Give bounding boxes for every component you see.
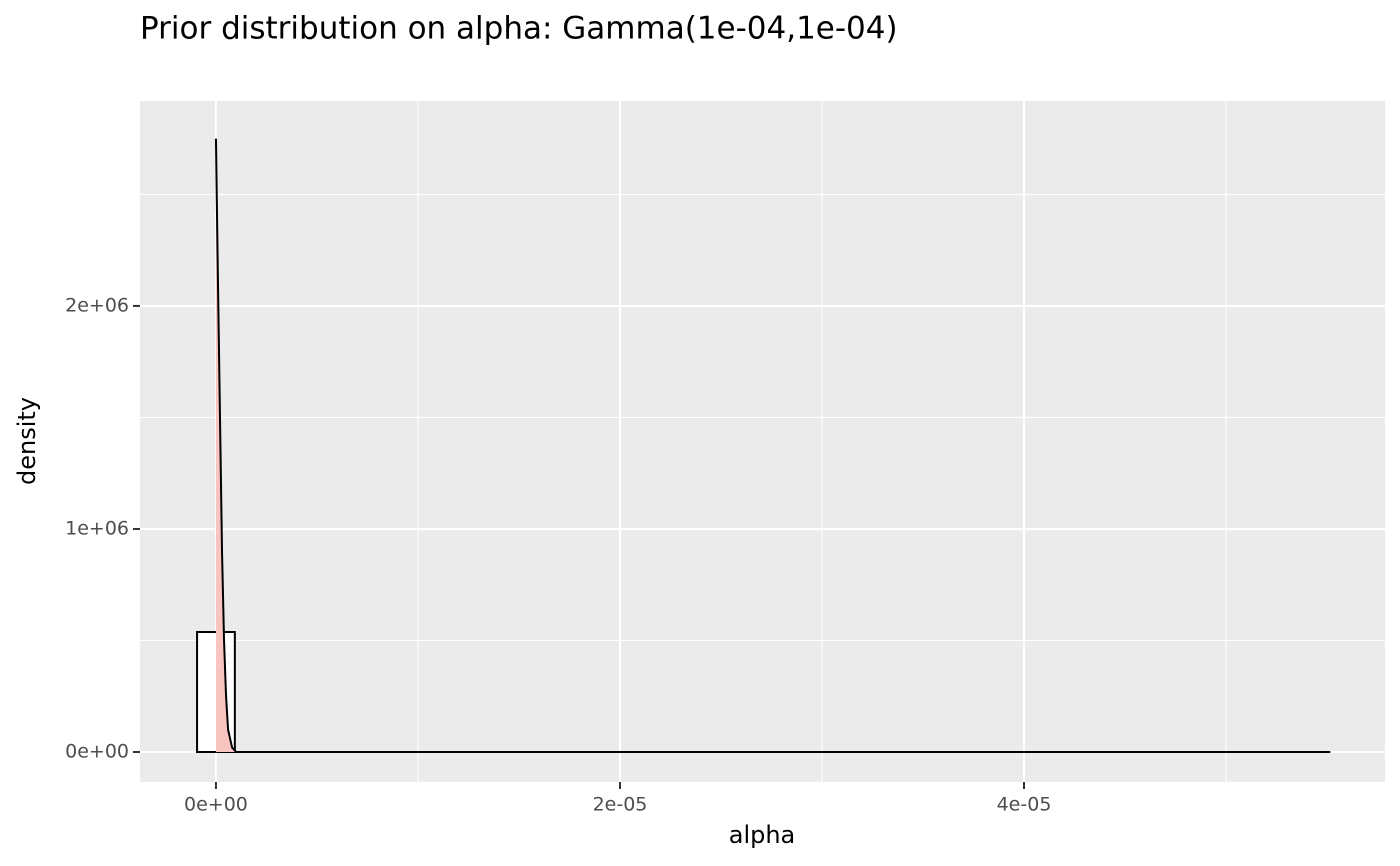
y-tick-label: 2e+06 — [65, 294, 129, 316]
x-tick-label: 2e-05 — [593, 794, 648, 816]
x-axis-label: alpha — [729, 821, 796, 849]
x-tick-label: 4e-05 — [997, 794, 1052, 816]
y-axis-label: density — [13, 397, 41, 485]
plot-panel — [140, 101, 1385, 782]
y-tick-label: 1e+06 — [65, 517, 129, 539]
chart-title: Prior distribution on alpha: Gamma(1e-04… — [140, 11, 898, 47]
x-tick-label: 0e+00 — [184, 794, 248, 816]
density-line — [214, 138, 1331, 753]
y-tick-label: 0e+00 — [65, 740, 129, 762]
